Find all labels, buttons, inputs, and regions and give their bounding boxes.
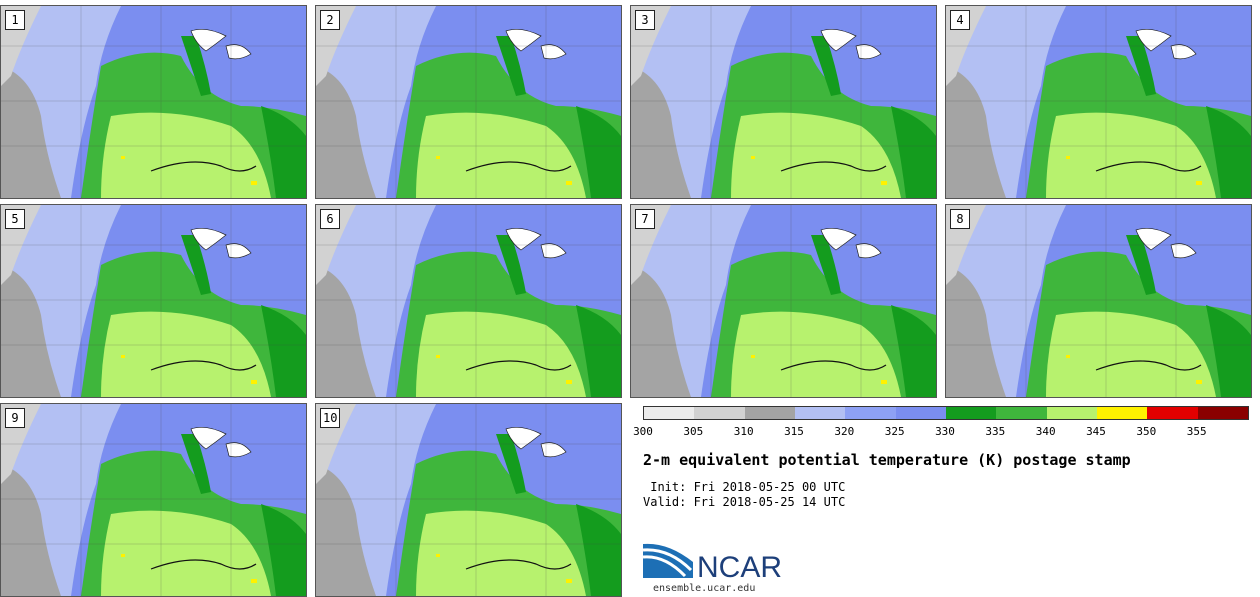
- member-label: 2: [320, 10, 340, 30]
- colorbar-tick-label: 305: [683, 425, 704, 438]
- member-label: 7: [635, 209, 655, 229]
- member-label: 6: [320, 209, 340, 229]
- stamp-panel: 5: [0, 204, 307, 398]
- colorbar-swatch: [1147, 407, 1198, 419]
- colorbar-tick-label: 330: [935, 425, 955, 438]
- colorbar-swatch: [945, 407, 997, 419]
- init-time: Init: Fri 2018-05-25 00 UTC: [643, 480, 846, 494]
- map-canvas: [631, 6, 936, 198]
- colorbar-swatch: [845, 407, 896, 419]
- colorbar-tick-label: 300: [633, 425, 653, 438]
- map-canvas: [946, 6, 1251, 198]
- stamp-panel: 3: [630, 5, 937, 199]
- colorbar-swatch: [1046, 407, 1097, 419]
- colorbar-swatch: [694, 407, 745, 419]
- ncar-logo-text: NCAR: [697, 551, 782, 582]
- member-label: 5: [5, 209, 25, 229]
- stamp-panel: 9: [0, 403, 307, 597]
- map-canvas: [946, 205, 1251, 397]
- colorbar-tick-label: 325: [884, 425, 905, 438]
- colorbar-swatch: [1096, 407, 1148, 419]
- colorbar-swatch: [794, 407, 846, 419]
- colorbar-tick-label: 320: [834, 425, 855, 438]
- member-label: 9: [5, 408, 25, 428]
- colorbar-swatch: [895, 407, 946, 419]
- colorbar-swatch: [644, 407, 695, 419]
- colorbar-tick-label: 350: [1136, 425, 1157, 438]
- member-label: 8: [950, 209, 970, 229]
- map-canvas: [631, 205, 936, 397]
- colorbar: [643, 406, 1249, 420]
- ncar-logo: NCAR: [643, 543, 782, 582]
- valid-time: Valid: Fri 2018-05-25 14 UTC: [643, 495, 846, 509]
- map-canvas: [316, 404, 621, 596]
- member-label: 3: [635, 10, 655, 30]
- map-canvas: [1, 404, 306, 596]
- map-canvas: [1, 205, 306, 397]
- member-label: 1: [5, 10, 25, 30]
- colorbar-tick-label: 340: [1035, 425, 1056, 438]
- member-label: 4: [950, 10, 970, 30]
- stamp-panel: 7: [630, 204, 937, 398]
- map-canvas: [316, 6, 621, 198]
- colorbar-tick-label: 335: [985, 425, 1006, 438]
- colorbar-swatch: [996, 407, 1047, 419]
- colorbar-tick-label: 315: [784, 425, 804, 438]
- site-url: ensemble.ucar.edu: [653, 583, 756, 594]
- map-canvas: [1, 6, 306, 198]
- colorbar-swatch: [1197, 407, 1248, 419]
- stamp-panel: 6: [315, 204, 622, 398]
- stamp-panel: 4: [945, 5, 1252, 199]
- stamp-panel: 10: [315, 403, 622, 597]
- stamp-panel: 2: [315, 5, 622, 199]
- colorbar-swatch: [744, 407, 795, 419]
- map-canvas: [316, 205, 621, 397]
- stamp-panel: 1: [0, 5, 307, 199]
- colorbar-tick-label: 310: [733, 425, 754, 438]
- plot-title: 2-m equivalent potential temperature (K)…: [643, 451, 1131, 469]
- colorbar-tick-label: 355: [1186, 425, 1207, 438]
- colorbar-tick-label: 345: [1086, 425, 1106, 438]
- stamp-panel: 8: [945, 204, 1252, 398]
- member-label: 10: [320, 408, 341, 428]
